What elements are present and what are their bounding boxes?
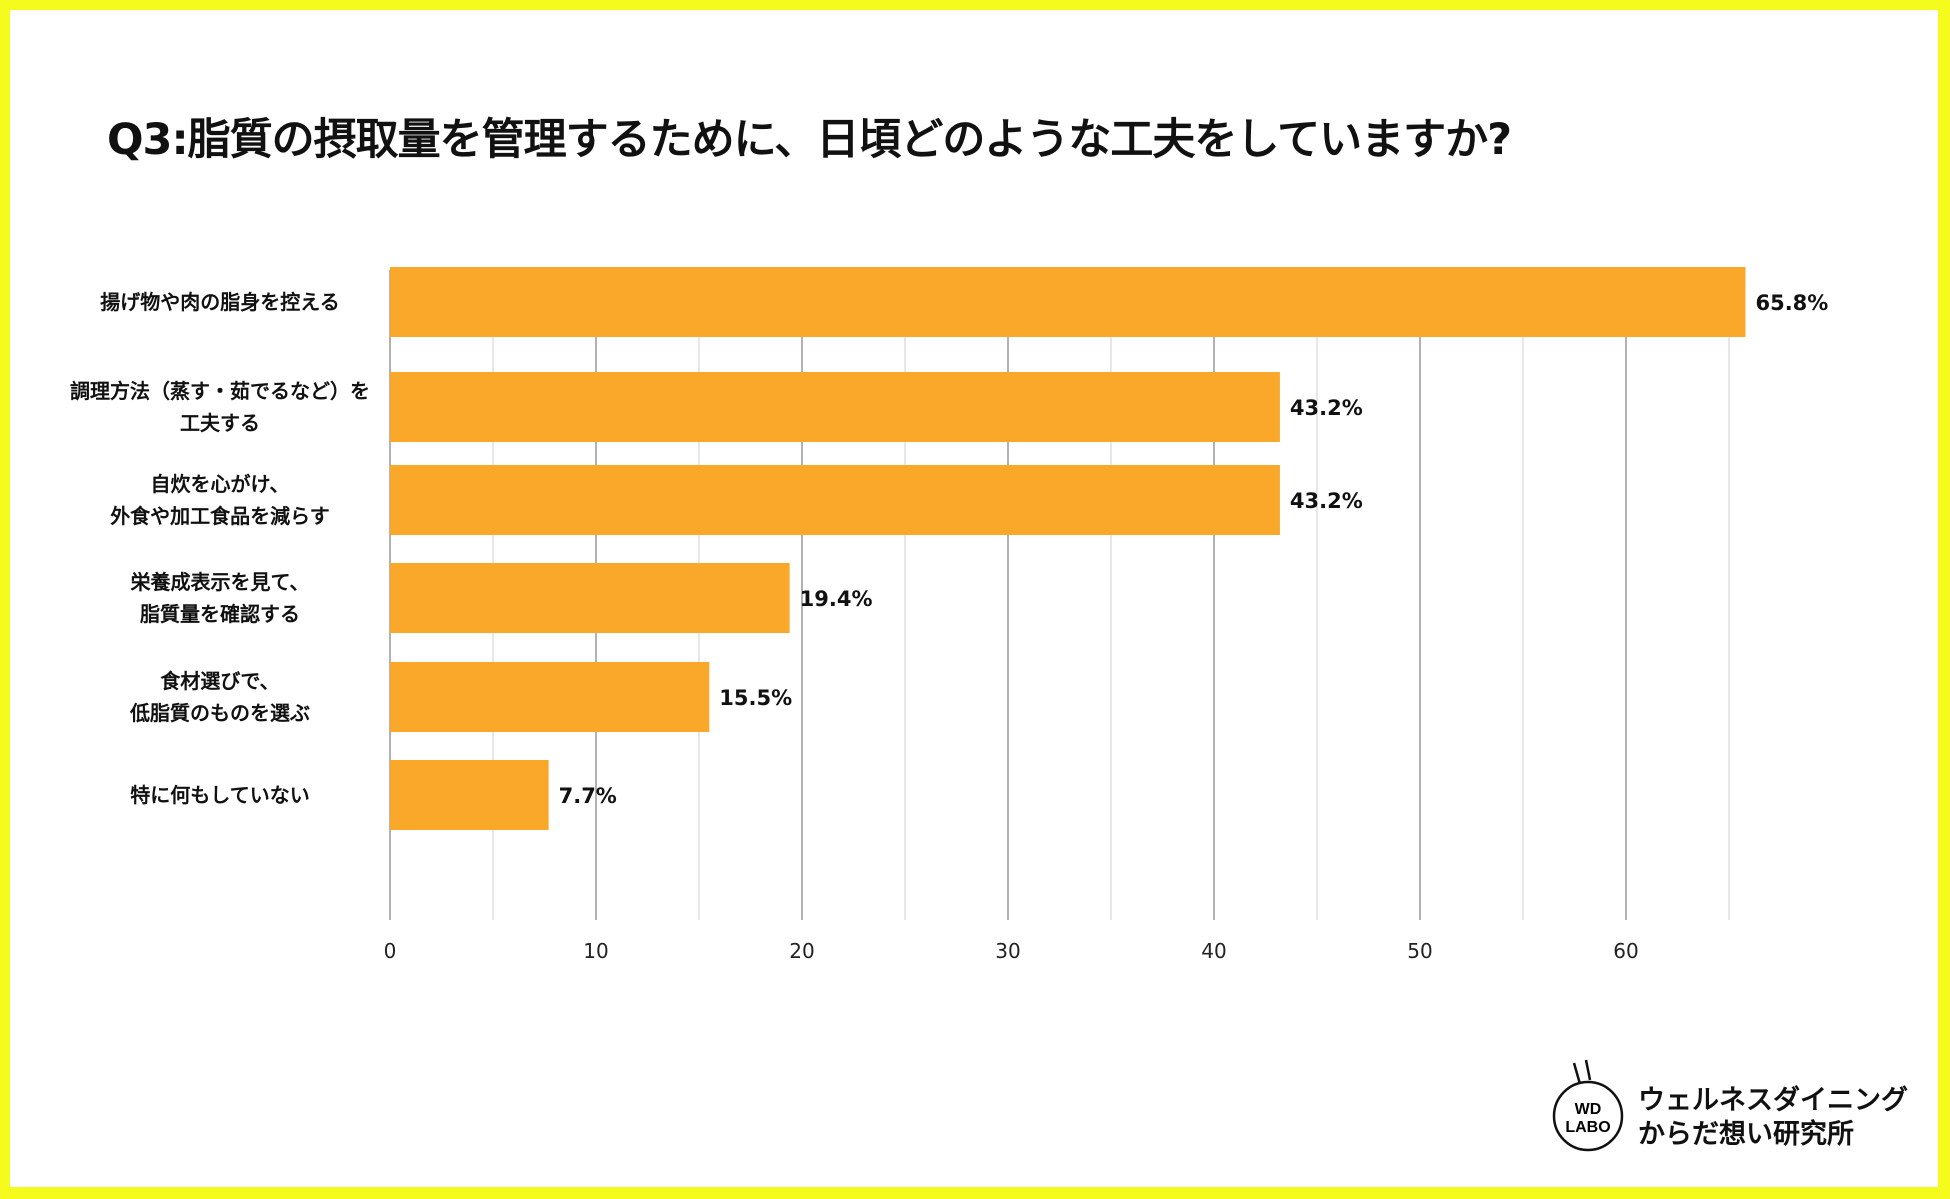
bar bbox=[390, 760, 549, 830]
data-label: 15.5% bbox=[719, 686, 792, 710]
x-tick-label: 60 bbox=[1613, 939, 1638, 963]
flask-logo-icon: WD LABO bbox=[1552, 1059, 1624, 1152]
bar bbox=[390, 465, 1280, 535]
data-label: 7.7% bbox=[559, 784, 617, 808]
x-tick-label: 30 bbox=[995, 939, 1020, 963]
data-label: 43.2% bbox=[1290, 396, 1363, 420]
category-label: 揚げ物や肉の脂身を控える bbox=[100, 290, 340, 314]
bar-chart: 0 10 20 30 40 50 60 65.8% 43.2% 43.2% 19.4% 15.5% 7.… bbox=[384, 267, 1828, 963]
x-tick-label: 50 bbox=[1407, 939, 1432, 963]
bar bbox=[390, 662, 710, 732]
logo-text: ウェルネスダイニング からだ想い研究所 bbox=[1638, 1085, 1908, 1150]
bar bbox=[390, 372, 1280, 442]
svg-text:LABO: LABO bbox=[1565, 1119, 1610, 1136]
x-tick-label: 20 bbox=[789, 939, 814, 963]
chart-title: Q3:脂質の摂取量を管理するために、日頃どのような工夫をしていますか? bbox=[107, 115, 1512, 165]
wd-labo-logo: WD LABO ウェルネスダイニング からだ想い研究所 bbox=[1550, 1058, 1910, 1158]
category-label: 自炊を心がけ、 外食や加工食品を減らす bbox=[110, 472, 330, 528]
chart-frame: Q3:脂質の摂取量を管理するために、日頃どのような工夫をしていますか? 0 10 2… bbox=[10, 10, 1938, 1187]
data-label: 19.4% bbox=[800, 587, 873, 611]
data-label: 65.8% bbox=[1755, 291, 1828, 315]
bar bbox=[390, 563, 790, 633]
category-label: 特に何もしていない bbox=[130, 783, 310, 807]
bar bbox=[390, 267, 1746, 337]
category-label: 食材選びで、 低脂質のものを選ぶ bbox=[130, 669, 310, 725]
svg-text:WD: WD bbox=[1575, 1101, 1602, 1118]
x-tick-label: 40 bbox=[1201, 939, 1226, 963]
x-tick-label: 0 bbox=[384, 939, 397, 963]
data-label: 43.2% bbox=[1290, 489, 1363, 513]
x-tick-label: 10 bbox=[583, 939, 608, 963]
category-label: 調理方法（蒸す・茹でるなど）を 工夫する bbox=[70, 379, 370, 435]
category-label: 栄養成表示を見て、 脂質量を確認する bbox=[130, 570, 310, 626]
